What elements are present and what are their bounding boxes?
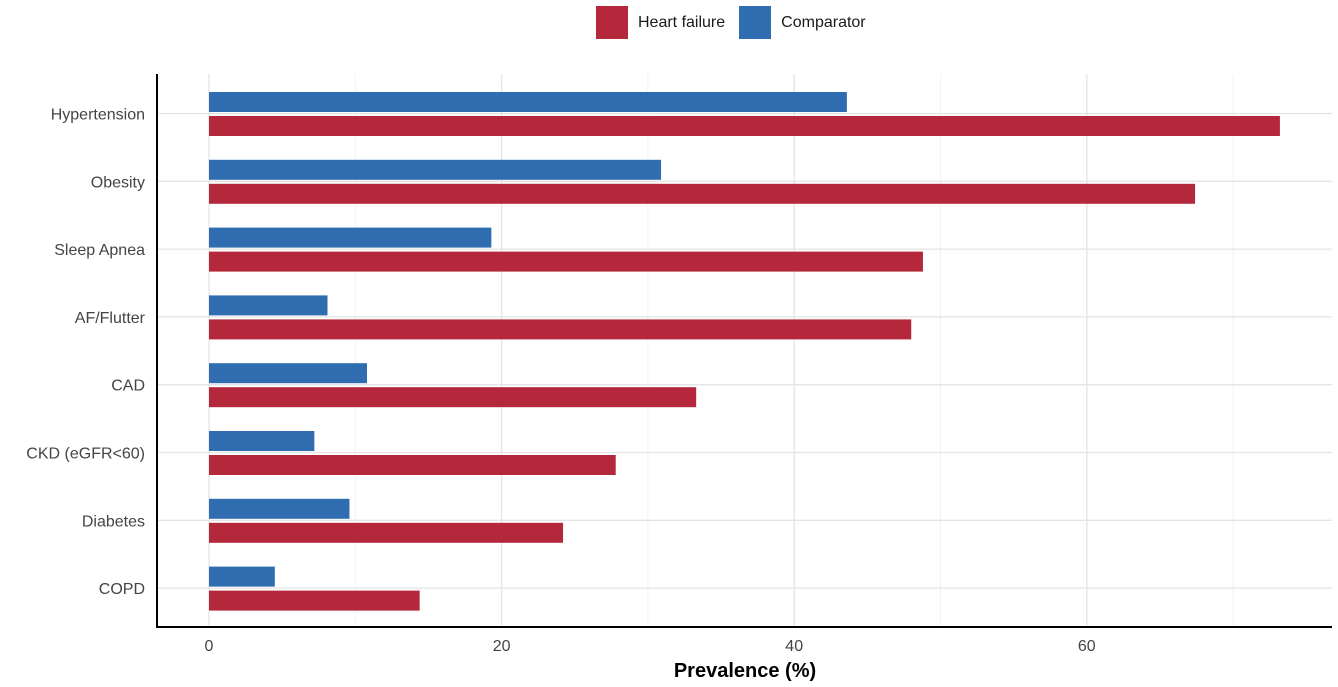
bar-heart-failure [209,183,1196,204]
x-tick-label: 20 [493,638,511,655]
bar-heart-failure [209,251,923,272]
x-tick-label: 40 [785,638,803,655]
legend-item-comparator: Comparator [739,6,866,39]
y-tick-label: Hypertension [51,107,145,124]
y-tick-label: CAD [111,378,145,395]
legend: Heart failure Comparator [596,6,880,39]
y-tick-label: Sleep Apnea [54,242,145,259]
y-tick-label: AF/Flutter [75,310,146,327]
bar-comparator [209,159,662,180]
x-tick-label: 60 [1078,638,1096,655]
legend-item-heart-failure: Heart failure [596,6,725,39]
bar-comparator [209,566,275,587]
bar-comparator [209,498,350,519]
bar-comparator [209,92,847,112]
bar-comparator [209,295,328,316]
x-axis-title: Prevalence (%) [674,660,816,682]
legend-label-comparator: Comparator [781,13,866,31]
y-tick-label: Obesity [91,174,145,191]
bar-heart-failure [209,116,1280,136]
bar-comparator [209,363,368,384]
legend-swatch-heart-failure [596,6,628,39]
bar-heart-failure [209,590,420,611]
bar-heart-failure [209,522,564,543]
y-tick-label: CKD (eGFR<60) [26,446,145,463]
bar-comparator [209,227,492,248]
x-tick-label: 0 [205,638,214,655]
bar-heart-failure [209,387,697,408]
bar-heart-failure [209,319,912,340]
legend-label-heart-failure: Heart failure [638,13,726,31]
legend-swatch-comparator [739,6,772,39]
bar-heart-failure [209,455,616,475]
y-tick-label: COPD [99,581,145,598]
bar-comparator [209,431,315,451]
y-tick-label: Diabetes [82,513,145,530]
